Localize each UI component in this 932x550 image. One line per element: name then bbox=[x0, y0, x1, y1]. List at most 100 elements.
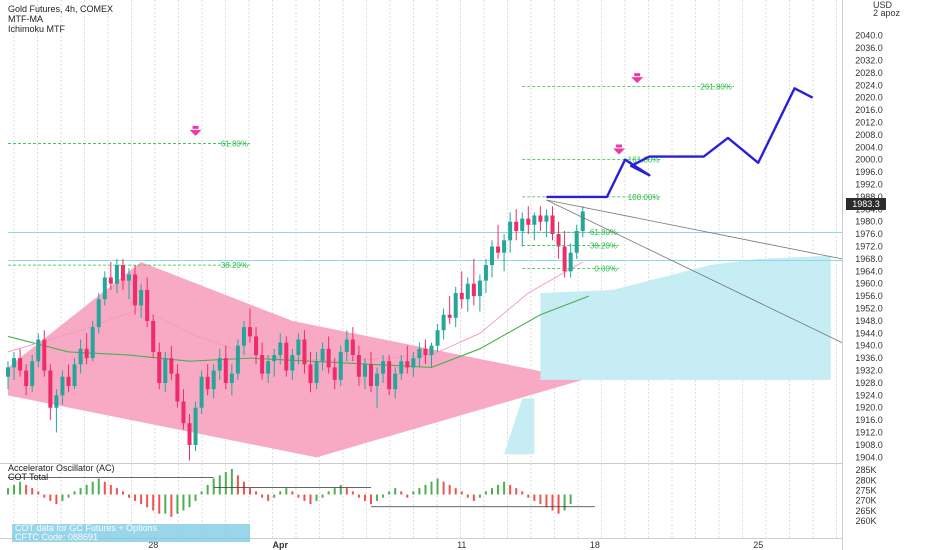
oscillator-bar bbox=[194, 494, 197, 501]
oscillator-bar bbox=[424, 484, 427, 495]
oscillator-bar bbox=[49, 494, 52, 501]
currency-sub: 2 apoz bbox=[873, 8, 901, 18]
chart-legend: Gold Futures, 4h, COMEX MTF-MA Ichimoku … bbox=[8, 4, 113, 34]
oscillator-bar bbox=[309, 494, 312, 505]
candle-body bbox=[320, 348, 325, 362]
oscillator-tick-label: 260K bbox=[855, 516, 876, 526]
candle-body bbox=[429, 345, 434, 356]
fib-level-label: 0.00% bbox=[594, 265, 617, 274]
price-tick-label: 2028.0 bbox=[855, 68, 883, 78]
candle-body bbox=[205, 376, 210, 390]
price-tick-label: 1908.0 bbox=[855, 440, 883, 450]
oscillator-pane bbox=[7, 468, 595, 517]
oscillator-bar bbox=[503, 481, 506, 495]
price-tick-label: 2032.0 bbox=[855, 55, 883, 65]
price-tick-label: 2012.0 bbox=[855, 117, 883, 127]
candle-body bbox=[296, 339, 301, 356]
fib-level-label: 61.80% bbox=[221, 140, 248, 149]
oscillator-bar bbox=[388, 491, 391, 495]
fib-level-label: 100.00% bbox=[628, 193, 660, 202]
candle-body bbox=[520, 218, 525, 231]
candle-body bbox=[417, 348, 422, 359]
oscillator-bar bbox=[484, 491, 487, 495]
oscillator-bar bbox=[134, 494, 137, 501]
down-arrow-marker-stem bbox=[192, 125, 199, 129]
oscillator-bar bbox=[73, 491, 76, 495]
oscillator-bar bbox=[115, 488, 118, 495]
candle-body bbox=[393, 373, 398, 390]
price-tick-label: 1972.0 bbox=[855, 242, 883, 252]
candle-body bbox=[133, 274, 138, 306]
oscillator-bar bbox=[91, 481, 94, 495]
oscillator-bar bbox=[19, 481, 22, 495]
oscillator-bar bbox=[170, 494, 173, 517]
oscillator-bar bbox=[200, 491, 203, 495]
candle-body bbox=[157, 351, 162, 383]
oscillator-bar bbox=[551, 494, 554, 511]
oscillator-bar bbox=[85, 484, 88, 495]
oscillator-bar bbox=[140, 494, 143, 505]
candle-body bbox=[411, 358, 416, 368]
fib-level-label: 38.20% bbox=[590, 242, 617, 251]
oscillator-bar bbox=[67, 494, 70, 498]
oscillator-bar bbox=[164, 494, 167, 514]
oscillator-bar bbox=[460, 491, 463, 495]
candle-body bbox=[459, 293, 464, 300]
oscillator-bar bbox=[55, 494, 58, 505]
candle-body bbox=[381, 361, 386, 374]
candle-body bbox=[241, 327, 246, 346]
oscillator-bar bbox=[261, 494, 264, 498]
oscillator-bar bbox=[291, 491, 294, 495]
candle-body bbox=[290, 355, 295, 371]
oscillator-bar bbox=[236, 475, 239, 495]
oscillator-bar bbox=[515, 488, 518, 495]
candle-body bbox=[272, 355, 277, 362]
oscillator-bar bbox=[448, 484, 451, 495]
oscillator-bar bbox=[370, 494, 372, 505]
oscillator-bar bbox=[249, 488, 251, 495]
candle-body bbox=[387, 361, 392, 390]
oscillator-bar bbox=[533, 494, 536, 501]
trend-line-1 bbox=[546, 199, 843, 260]
oscillator-bar bbox=[478, 494, 481, 498]
down-arrow-marker-stem bbox=[616, 144, 623, 148]
candle-body bbox=[508, 221, 513, 241]
candle-body bbox=[254, 336, 259, 356]
candle-body bbox=[344, 339, 349, 352]
oscillator-bar bbox=[224, 472, 227, 495]
price-tick-label: 1912.0 bbox=[855, 428, 883, 438]
candle-body bbox=[356, 355, 361, 377]
candle-body bbox=[229, 373, 234, 383]
candle-body bbox=[48, 370, 53, 408]
oscillator-bar bbox=[218, 475, 221, 495]
candle-body bbox=[544, 215, 549, 222]
candle-body bbox=[260, 355, 265, 374]
price-tick-label: 2016.0 bbox=[855, 105, 883, 115]
oscillator-bar bbox=[285, 488, 288, 495]
oscillator-bar bbox=[339, 484, 342, 495]
cot-note: COT data for GC Futures + Options CFTC C… bbox=[12, 524, 250, 542]
oscillator-bar bbox=[273, 494, 276, 498]
oscillator-bar bbox=[176, 494, 179, 514]
oscillator-bar bbox=[466, 494, 469, 498]
candle-body bbox=[6, 367, 10, 377]
oscillator-bar bbox=[267, 494, 270, 501]
oscillator-bar bbox=[242, 481, 245, 495]
candle-body bbox=[574, 231, 579, 253]
candle-body bbox=[532, 215, 537, 225]
candle-body bbox=[84, 348, 89, 359]
oscillator-bar bbox=[430, 481, 433, 495]
down-arrow-marker bbox=[613, 148, 626, 155]
candle-body bbox=[399, 361, 404, 374]
down-arrow-marker-stem bbox=[634, 73, 641, 77]
candle-body bbox=[338, 351, 343, 380]
oscillator-bar bbox=[539, 494, 542, 505]
ma-fast-line bbox=[7, 261, 583, 362]
candle-body bbox=[502, 240, 507, 253]
oscillator-bar bbox=[37, 491, 40, 495]
candle-body bbox=[248, 327, 252, 337]
candle-body bbox=[127, 274, 131, 281]
triangle-pattern bbox=[8, 262, 583, 458]
candle-body bbox=[90, 327, 95, 359]
